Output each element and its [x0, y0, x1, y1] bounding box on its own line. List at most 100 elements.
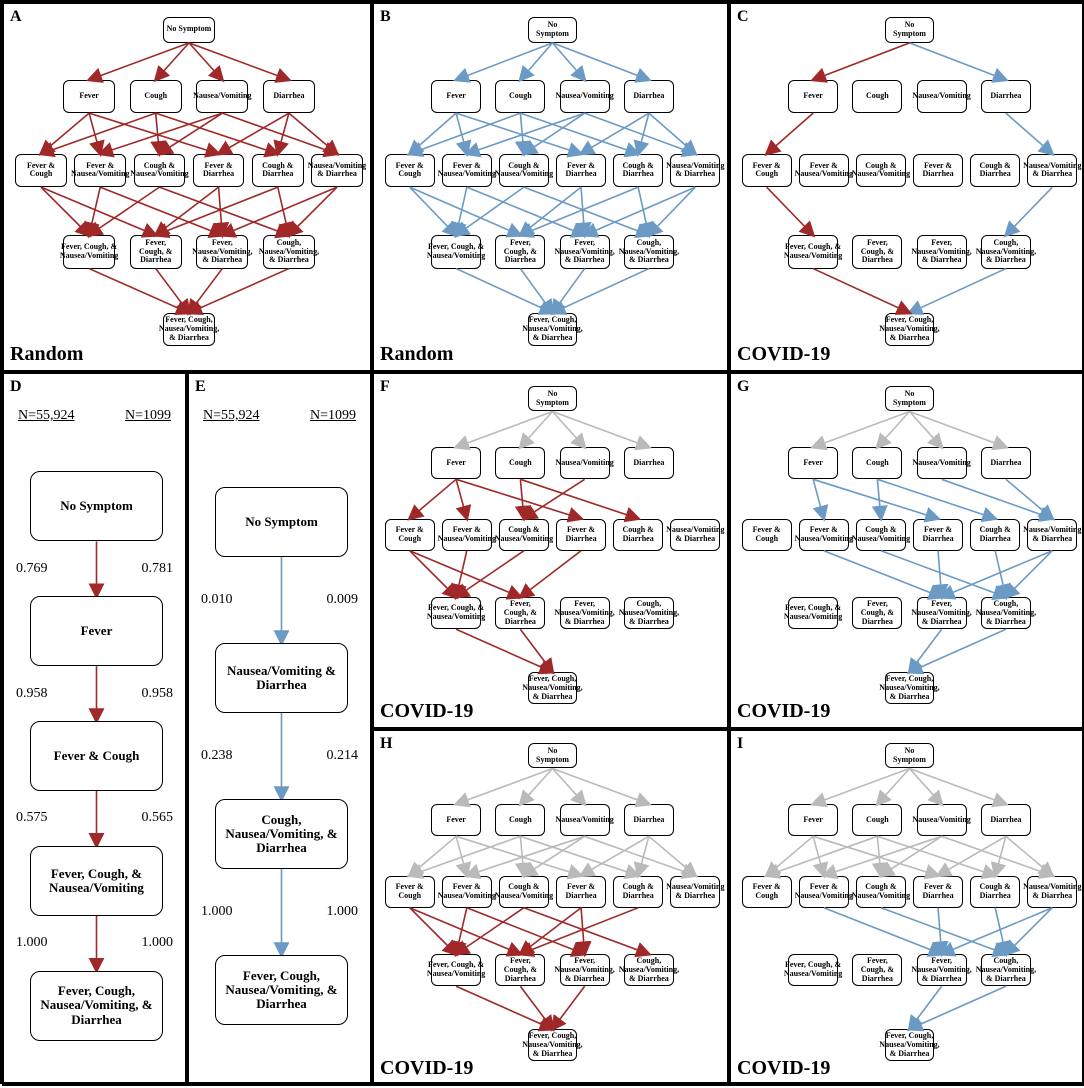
- node-p34: Nausea/Vomiting & Diarrhea: [670, 154, 720, 187]
- node-t134: Fever, Nausea/Vomiting, & Diarrhea: [560, 597, 610, 629]
- chain-node-2: Fever & Cough: [30, 721, 163, 791]
- node-p24: Cough & Diarrhea: [970, 876, 1020, 908]
- panel-id: A: [10, 8, 22, 26]
- panel-id: C: [737, 8, 749, 26]
- node-p24: Cough & Diarrhea: [970, 519, 1020, 551]
- panel-id: G: [737, 378, 749, 396]
- node-all: Fever, Cough, Nausea/Vomiting, & Diarrhe…: [885, 1029, 935, 1061]
- node-p13: Fever & Nausea/Vomiting: [442, 519, 492, 551]
- prob-left-2: 0.575: [16, 810, 48, 826]
- node-p13: Fever & Nausea/Vomiting: [799, 519, 849, 551]
- node-none: No Symptom: [885, 17, 935, 43]
- node-t124: Fever, Cough, & Diarrhea: [852, 235, 902, 268]
- node-s1: Fever: [63, 80, 115, 113]
- node-t124: Fever, Cough, & Diarrhea: [852, 597, 902, 629]
- chain-node-0: No Symptom: [30, 471, 163, 541]
- node-t124: Fever, Cough, & Diarrhea: [495, 954, 545, 986]
- node-t234: Cough, Nausea/Vomiting, & Diarrhea: [981, 235, 1031, 268]
- prob-left-0: 0.010: [201, 592, 233, 608]
- prob-left-3: 1.000: [16, 935, 48, 951]
- node-p14: Fever & Diarrhea: [556, 876, 606, 908]
- node-s4: Diarrhea: [624, 804, 674, 836]
- node-s1: Fever: [788, 804, 838, 836]
- node-t234: Cough, Nausea/Vomiting, & Diarrhea: [624, 954, 674, 986]
- node-t123: Fever, Cough, & Nausea/Vomiting: [788, 235, 838, 268]
- prob-right-1: 0.214: [327, 748, 359, 764]
- node-s4: Diarrhea: [624, 447, 674, 479]
- panel-id: I: [737, 735, 743, 753]
- node-t134: Fever, Nausea/Vomiting, & Diarrhea: [917, 597, 967, 629]
- node-p24: Cough & Diarrhea: [252, 154, 304, 187]
- node-p23: Cough & Nausea/Vomiting: [856, 876, 906, 908]
- node-p12: Fever & Cough: [742, 876, 792, 908]
- node-s4: Diarrhea: [981, 804, 1031, 836]
- node-t123: Fever, Cough, & Nausea/Vomiting: [431, 597, 481, 629]
- node-s4: Diarrhea: [263, 80, 315, 113]
- node-t134: Fever, Nausea/Vomiting, & Diarrhea: [917, 235, 967, 268]
- chain-node-1: Fever: [30, 596, 163, 666]
- panel-caption: COVID-19: [380, 1057, 473, 1080]
- node-p34: Nausea/Vomiting & Diarrhea: [1027, 876, 1077, 908]
- node-p12: Fever & Cough: [385, 876, 435, 908]
- prob-right-0: 0.781: [142, 561, 174, 577]
- node-none: No Symptom: [528, 17, 578, 43]
- node-p23: Cough & Nausea/Vomiting: [856, 154, 906, 187]
- panel-caption: COVID-19: [380, 700, 473, 723]
- node-p23: Cough & Nausea/Vomiting: [499, 154, 549, 187]
- node-p23: Cough & Nausea/Vomiting: [856, 519, 906, 551]
- node-p14: Fever & Diarrhea: [913, 519, 963, 551]
- node-p12: Fever & Cough: [385, 519, 435, 551]
- node-s1: Fever: [788, 80, 838, 113]
- node-p34: Nausea/Vomiting & Diarrhea: [670, 519, 720, 551]
- node-p24: Cough & Diarrhea: [613, 154, 663, 187]
- node-t234: Cough, Nausea/Vomiting, & Diarrhea: [981, 597, 1031, 629]
- node-s4: Diarrhea: [981, 80, 1031, 113]
- node-p34: Nausea/Vomiting & Diarrhea: [1027, 154, 1077, 187]
- node-s1: Fever: [431, 804, 481, 836]
- n-header-right: N=1099: [125, 408, 171, 424]
- node-p12: Fever & Cough: [742, 154, 792, 187]
- node-s3: Nausea/Vomiting: [560, 804, 610, 836]
- node-t124: Fever, Cough, & Diarrhea: [495, 235, 545, 268]
- node-s2: Cough: [495, 447, 545, 479]
- node-s2: Cough: [495, 804, 545, 836]
- node-t123: Fever, Cough, & Nausea/Vomiting: [63, 235, 115, 268]
- prob-right-2: 0.565: [142, 810, 174, 826]
- node-p14: Fever & Diarrhea: [913, 876, 963, 908]
- node-p14: Fever & Diarrhea: [556, 519, 606, 551]
- node-none: No Symptom: [885, 743, 935, 768]
- chain-node-0: No Symptom: [215, 487, 348, 557]
- node-p13: Fever & Nausea/Vomiting: [799, 154, 849, 187]
- node-s2: Cough: [495, 80, 545, 113]
- node-s3: Nausea/Vomiting: [917, 804, 967, 836]
- panel-E: EN=55,924N=1099No SymptomNausea/Vomiting…: [187, 372, 372, 1086]
- node-p12: Fever & Cough: [385, 154, 435, 187]
- panel-C: CCOVID-19No SymptomFeverCoughNausea/Vomi…: [729, 2, 1084, 372]
- node-s3: Nausea/Vomiting: [560, 80, 610, 113]
- node-p34: Nausea/Vomiting & Diarrhea: [670, 876, 720, 908]
- node-t234: Cough, Nausea/Vomiting, & Diarrhea: [263, 235, 315, 268]
- node-s1: Fever: [431, 80, 481, 113]
- node-all: Fever, Cough, Nausea/Vomiting, & Diarrhe…: [885, 313, 935, 346]
- node-t234: Cough, Nausea/Vomiting, & Diarrhea: [624, 597, 674, 629]
- node-p12: Fever & Cough: [15, 154, 67, 187]
- prob-right-2: 1.000: [327, 904, 359, 920]
- node-t123: Fever, Cough, & Nausea/Vomiting: [788, 954, 838, 986]
- panel-F: FCOVID-19No SymptomFeverCoughNausea/Vomi…: [372, 372, 729, 729]
- panel-caption: COVID-19: [737, 343, 830, 366]
- prob-right-0: 0.009: [327, 592, 359, 608]
- n-header-left: N=55,924: [18, 408, 75, 424]
- panel-G: GCOVID-19No SymptomFeverCoughNausea/Vomi…: [729, 372, 1084, 729]
- panel-D: DN=55,924N=1099No SymptomFeverFever & Co…: [2, 372, 187, 1086]
- node-s3: Nausea/Vomiting: [560, 447, 610, 479]
- node-t134: Fever, Nausea/Vomiting, & Diarrhea: [196, 235, 248, 268]
- panel-id: F: [380, 378, 390, 396]
- panel-caption: Random: [380, 343, 453, 366]
- prob-left-1: 0.238: [201, 748, 233, 764]
- node-s2: Cough: [852, 447, 902, 479]
- node-t234: Cough, Nausea/Vomiting, & Diarrhea: [981, 954, 1031, 986]
- node-p13: Fever & Nausea/Vomiting: [442, 876, 492, 908]
- node-all: Fever, Cough, Nausea/Vomiting, & Diarrhe…: [163, 313, 215, 346]
- node-t123: Fever, Cough, & Nausea/Vomiting: [431, 235, 481, 268]
- panel-B: BRandomNo SymptomFeverCoughNausea/Vomiti…: [372, 2, 729, 372]
